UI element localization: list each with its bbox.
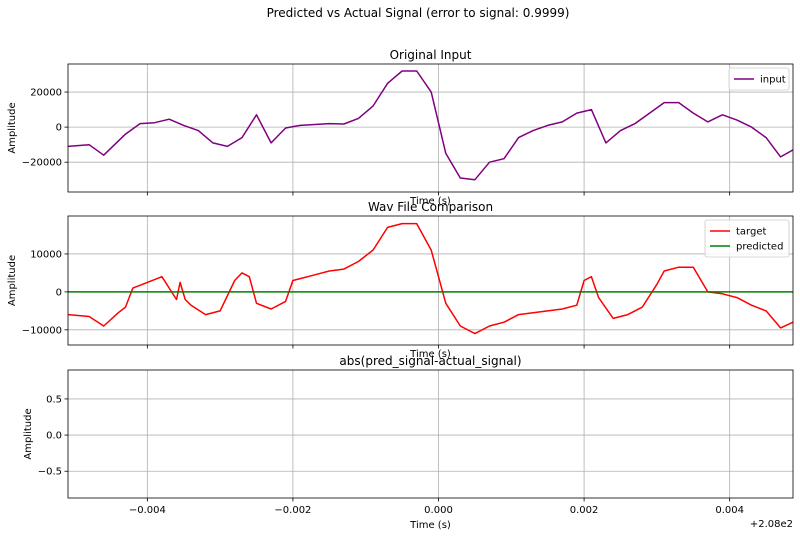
x-offset-label: +2.08e2 — [750, 519, 793, 530]
axes-frame — [67, 215, 794, 346]
y-tick-label: −0.5 — [38, 467, 62, 478]
series-line-target — [68, 222, 793, 335]
panel-abs-error: −0.004 −0.002 0.000 0.002 0.004 −0.5 0.0 0.5 abs… — [23, 354, 794, 531]
panel-title: Original Input — [390, 48, 472, 62]
panel-title: Wav File Comparison — [368, 200, 493, 214]
y-tick-label: 0 — [56, 287, 62, 298]
y-tick-label: 10000 — [30, 249, 62, 260]
legend-label-target: target — [736, 227, 766, 238]
y-axis-label: Amplitude — [7, 255, 18, 306]
panel-wav-file-comparison: −10000 0 10000 Wav File Comparison Time (s) A… — [7, 200, 794, 360]
y-tick-label: −20000 — [22, 158, 62, 169]
figure-suptitle: Predicted vs Actual Signal (error to sig… — [267, 6, 570, 20]
y-tick-label: 0.5 — [46, 394, 62, 405]
x-tick-label: 0.000 — [424, 505, 453, 516]
x-tick-label: −0.002 — [274, 505, 311, 516]
axes-frame — [67, 63, 794, 193]
y-tick-label: 20000 — [30, 88, 62, 99]
legend-label-input: input — [760, 75, 786, 86]
y-tick-label: −10000 — [22, 325, 62, 336]
x-axis-label: Time (s) — [409, 349, 451, 360]
x-tick-label: 0.004 — [715, 505, 744, 516]
x-axis-label: Time (s) — [409, 196, 451, 207]
legend-label-predicted: predicted — [736, 242, 783, 253]
x-tick-label: 0.002 — [570, 505, 599, 516]
y-tick-label: 0.0 — [46, 431, 62, 442]
series-line-input — [68, 70, 793, 181]
y-axis-label: Amplitude — [23, 408, 34, 459]
x-axis-label: Time (s) — [409, 520, 451, 531]
x-tick-label: −0.004 — [129, 505, 166, 516]
y-tick-label: 0 — [56, 123, 62, 134]
legend-box — [704, 219, 790, 258]
legend-box — [728, 67, 790, 91]
legend: input — [728, 67, 790, 91]
panel-title: abs(pred_signal-actual_signal) — [339, 354, 521, 368]
panel-original-input: −20000 0 20000 Original Input Time (s) Amplit… — [7, 48, 794, 207]
panels: −20000 0 20000 Original Input Time (s) Amplit… — [7, 48, 794, 531]
y-axis-label: Amplitude — [7, 102, 18, 153]
legend: target predicted — [704, 219, 790, 258]
axes-frame — [67, 369, 794, 499]
